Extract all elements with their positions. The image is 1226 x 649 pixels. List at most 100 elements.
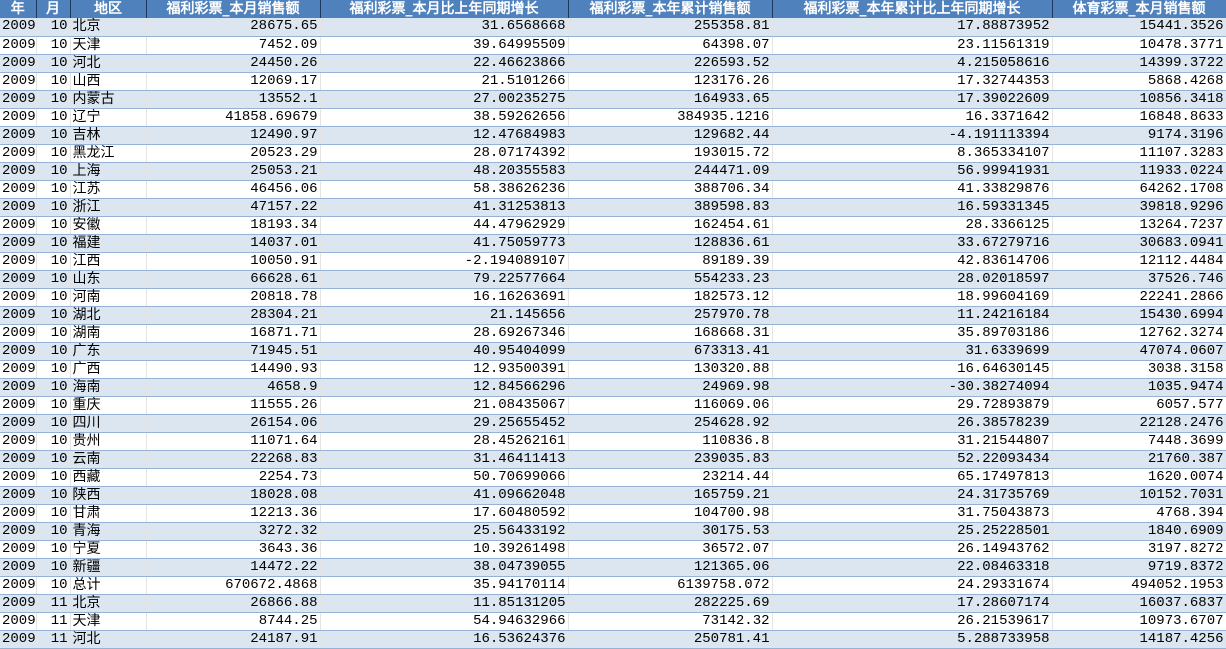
- cell-sports-monthly-sales[interactable]: 10478.3771: [1052, 36, 1226, 55]
- cell-region[interactable]: 江苏: [70, 180, 147, 199]
- cell-year[interactable]: 2009: [0, 90, 37, 109]
- cell-month[interactable]: 10: [36, 72, 71, 91]
- cell-month[interactable]: 10: [36, 108, 71, 127]
- cell-month[interactable]: 10: [36, 162, 71, 181]
- cell-welfare-ytd-sales[interactable]: 244471.09: [568, 162, 773, 181]
- cell-welfare-monthly-yoy[interactable]: 21.08435067: [320, 396, 569, 415]
- cell-welfare-ytd-yoy[interactable]: 28.02018597: [772, 270, 1053, 289]
- cell-welfare-monthly-sales[interactable]: 13552.1: [146, 90, 321, 109]
- cell-region[interactable]: 山东: [70, 270, 147, 289]
- cell-year[interactable]: 2009: [0, 288, 37, 307]
- cell-welfare-ytd-yoy[interactable]: -4.191113394: [772, 126, 1053, 145]
- cell-sports-monthly-sales[interactable]: 15441.3526: [1052, 18, 1226, 37]
- cell-month[interactable]: 10: [36, 396, 71, 415]
- cell-region[interactable]: 西藏: [70, 468, 147, 487]
- cell-welfare-monthly-sales[interactable]: 28304.21: [146, 306, 321, 325]
- cell-welfare-monthly-sales[interactable]: 47157.22: [146, 198, 321, 217]
- cell-region[interactable]: 浙江: [70, 198, 147, 217]
- cell-region[interactable]: 海南: [70, 378, 147, 397]
- cell-welfare-ytd-yoy[interactable]: 28.3366125: [772, 216, 1053, 235]
- cell-welfare-ytd-sales[interactable]: 89189.39: [568, 252, 773, 271]
- cell-welfare-monthly-sales[interactable]: 14472.22: [146, 558, 321, 577]
- cell-year[interactable]: 2009: [0, 180, 37, 199]
- cell-welfare-monthly-sales[interactable]: 2254.73: [146, 468, 321, 487]
- cell-welfare-ytd-yoy[interactable]: 8.365334107: [772, 144, 1053, 163]
- cell-welfare-monthly-yoy[interactable]: 48.20355583: [320, 162, 569, 181]
- cell-month[interactable]: 10: [36, 126, 71, 145]
- cell-year[interactable]: 2009: [0, 252, 37, 271]
- cell-welfare-ytd-yoy[interactable]: 42.83614706: [772, 252, 1053, 271]
- cell-month[interactable]: 10: [36, 198, 71, 217]
- cell-region[interactable]: 北京: [70, 594, 147, 613]
- cell-welfare-ytd-sales[interactable]: 168668.31: [568, 324, 773, 343]
- cell-year[interactable]: 2009: [0, 162, 37, 181]
- cell-month[interactable]: 11: [36, 630, 71, 649]
- cell-welfare-ytd-yoy[interactable]: 16.59331345: [772, 198, 1053, 217]
- cell-welfare-monthly-sales[interactable]: 28675.65: [146, 18, 321, 37]
- cell-year[interactable]: 2009: [0, 234, 37, 253]
- cell-welfare-ytd-sales[interactable]: 389598.83: [568, 198, 773, 217]
- cell-welfare-monthly-yoy[interactable]: 11.85131205: [320, 594, 569, 613]
- cell-welfare-ytd-yoy[interactable]: 26.21539617: [772, 612, 1053, 631]
- cell-welfare-monthly-sales[interactable]: 24187.91: [146, 630, 321, 649]
- cell-sports-monthly-sales[interactable]: 21760.387: [1052, 450, 1226, 469]
- cell-welfare-ytd-yoy[interactable]: 31.6339699: [772, 342, 1053, 361]
- cell-region[interactable]: 北京: [70, 18, 147, 37]
- cell-month[interactable]: 11: [36, 612, 71, 631]
- cell-region[interactable]: 山西: [70, 72, 147, 91]
- cell-welfare-ytd-yoy[interactable]: 26.14943762: [772, 540, 1053, 559]
- cell-sports-monthly-sales[interactable]: 1840.6909: [1052, 522, 1226, 541]
- cell-welfare-monthly-yoy[interactable]: 12.93500391: [320, 360, 569, 379]
- cell-year[interactable]: 2009: [0, 342, 37, 361]
- cell-welfare-ytd-sales[interactable]: 129682.44: [568, 126, 773, 145]
- cell-sports-monthly-sales[interactable]: 15430.6994: [1052, 306, 1226, 325]
- cell-welfare-monthly-yoy[interactable]: 35.94170114: [320, 576, 569, 595]
- cell-welfare-ytd-sales[interactable]: 104700.98: [568, 504, 773, 523]
- cell-sports-monthly-sales[interactable]: 22241.2866: [1052, 288, 1226, 307]
- cell-welfare-ytd-sales[interactable]: 554233.23: [568, 270, 773, 289]
- cell-welfare-monthly-sales[interactable]: 26866.88: [146, 594, 321, 613]
- cell-welfare-monthly-sales[interactable]: 12069.17: [146, 72, 321, 91]
- cell-month[interactable]: 10: [36, 216, 71, 235]
- cell-sports-monthly-sales[interactable]: 39818.9296: [1052, 198, 1226, 217]
- cell-region[interactable]: 总计: [70, 576, 147, 595]
- cell-year[interactable]: 2009: [0, 54, 37, 73]
- cell-month[interactable]: 10: [36, 288, 71, 307]
- cell-sports-monthly-sales[interactable]: 12762.3274: [1052, 324, 1226, 343]
- cell-welfare-monthly-sales[interactable]: 18193.34: [146, 216, 321, 235]
- cell-region[interactable]: 广西: [70, 360, 147, 379]
- cell-welfare-ytd-sales[interactable]: 165759.21: [568, 486, 773, 505]
- cell-month[interactable]: 10: [36, 90, 71, 109]
- cell-welfare-ytd-yoy[interactable]: 31.21544807: [772, 432, 1053, 451]
- cell-welfare-ytd-sales[interactable]: 123176.26: [568, 72, 773, 91]
- cell-welfare-ytd-sales[interactable]: 73142.32: [568, 612, 773, 631]
- cell-welfare-ytd-yoy[interactable]: 16.3371642: [772, 108, 1053, 127]
- cell-welfare-ytd-yoy[interactable]: 31.75043873: [772, 504, 1053, 523]
- cell-month[interactable]: 10: [36, 270, 71, 289]
- column-header-month[interactable]: 月: [36, 0, 71, 18]
- cell-sports-monthly-sales[interactable]: 4768.394: [1052, 504, 1226, 523]
- cell-welfare-monthly-yoy[interactable]: 38.04739055: [320, 558, 569, 577]
- cell-year[interactable]: 2009: [0, 144, 37, 163]
- cell-welfare-monthly-yoy[interactable]: 21.5101266: [320, 72, 569, 91]
- cell-month[interactable]: 10: [36, 306, 71, 325]
- cell-welfare-monthly-yoy[interactable]: 25.56433192: [320, 522, 569, 541]
- cell-region[interactable]: 上海: [70, 162, 147, 181]
- cell-region[interactable]: 宁夏: [70, 540, 147, 559]
- cell-year[interactable]: 2009: [0, 450, 37, 469]
- cell-sports-monthly-sales[interactable]: 9719.8372: [1052, 558, 1226, 577]
- cell-welfare-monthly-yoy[interactable]: 22.46623866: [320, 54, 569, 73]
- cell-sports-monthly-sales[interactable]: 12112.4484: [1052, 252, 1226, 271]
- cell-welfare-monthly-yoy[interactable]: 41.09662048: [320, 486, 569, 505]
- cell-welfare-ytd-sales[interactable]: 226593.52: [568, 54, 773, 73]
- cell-welfare-ytd-sales[interactable]: 164933.65: [568, 90, 773, 109]
- cell-region[interactable]: 四川: [70, 414, 147, 433]
- cell-region[interactable]: 湖南: [70, 324, 147, 343]
- cell-welfare-ytd-sales[interactable]: 257970.78: [568, 306, 773, 325]
- cell-sports-monthly-sales[interactable]: 9174.3196: [1052, 126, 1226, 145]
- cell-sports-monthly-sales[interactable]: 37526.746: [1052, 270, 1226, 289]
- cell-welfare-monthly-sales[interactable]: 20523.29: [146, 144, 321, 163]
- cell-sports-monthly-sales[interactable]: 3197.8272: [1052, 540, 1226, 559]
- cell-year[interactable]: 2009: [0, 432, 37, 451]
- cell-welfare-ytd-yoy[interactable]: 24.31735769: [772, 486, 1053, 505]
